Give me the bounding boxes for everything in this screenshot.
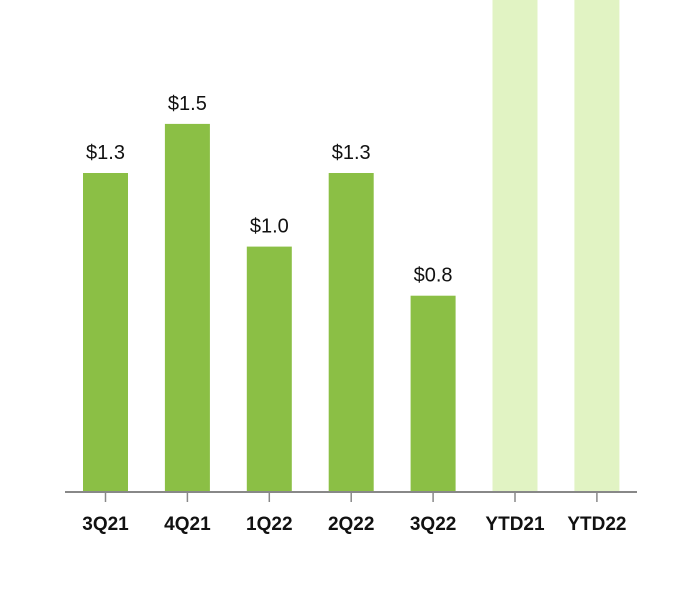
bar-ytd21 [492, 0, 538, 493]
value-labels-group: $1.3$1.5$1.0$1.3$0.8$4.5$3.1 [86, 93, 453, 287]
value-label-4q21: $1.5 [168, 93, 207, 115]
value-label-2q22: $1.3 [332, 142, 371, 164]
x-tick-labels-group: 3Q21 4Q21 1Q22 2Q22 3Q22 YTD21 YTD22 [82, 514, 626, 535]
tick-label-1q22: 1Q22 [246, 514, 292, 535]
value-label-3q21: $1.3 [86, 142, 125, 164]
bar-1q22 [246, 246, 292, 492]
tick-label-3q22: 3Q22 [410, 514, 456, 535]
x-ticks-group [104, 492, 598, 502]
tick-label-2q22: 2Q22 [328, 514, 374, 535]
bars-group [83, 0, 620, 493]
value-label-3q22: $0.8 [414, 265, 453, 287]
tick-label-ytd21: YTD21 [485, 514, 545, 535]
tick-label-4q21: 4Q21 [164, 514, 211, 535]
tick-label-ytd22: YTD22 [567, 514, 626, 535]
bar-ytd22 [574, 0, 620, 492]
value-label-1q22: $1.0 [250, 216, 289, 238]
tick-label-3q21: 3Q21 [82, 514, 129, 535]
bar-4q21 [164, 123, 210, 493]
bar-3q21 [83, 173, 128, 492]
bar-2q22 [328, 173, 374, 492]
bar-3q22 [410, 295, 456, 492]
